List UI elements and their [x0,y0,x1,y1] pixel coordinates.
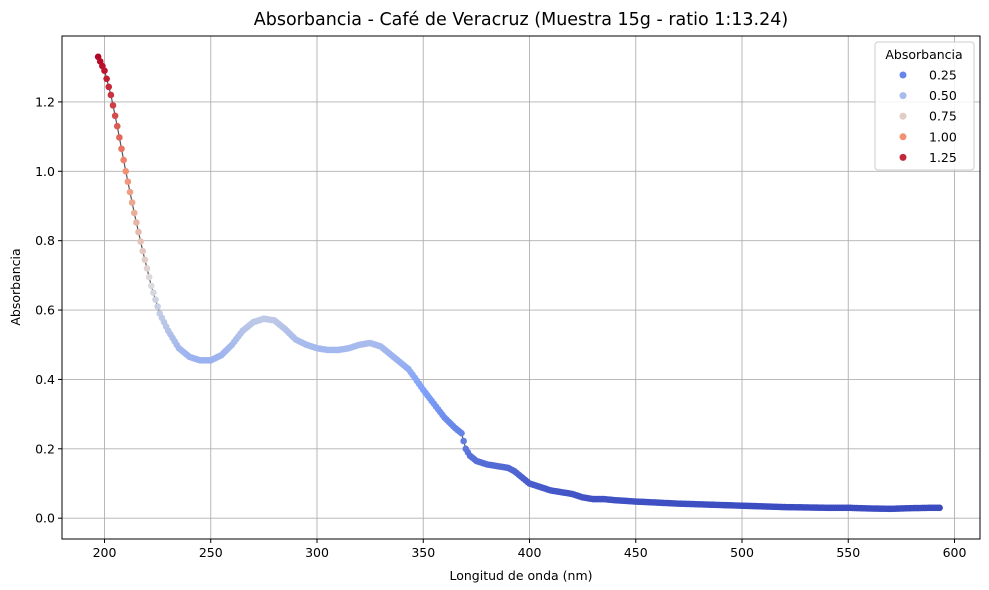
y-tick-label-3: 0.6 [35,303,55,318]
data-point [137,238,144,245]
data-point [130,209,138,217]
x-axis-ticks: 200 250 300 350 400 450 500 550 600 [93,539,967,560]
legend-label-3: 1.00 [929,129,957,144]
legend-marker-4 [899,153,907,161]
data-point [109,102,117,109]
data-point [111,112,119,120]
y-tick-label-1: 0.2 [35,441,55,456]
data-point [145,273,153,281]
data-point [118,145,125,153]
legend-label-0: 0.25 [929,68,957,83]
data-point [103,75,110,83]
data-point [105,83,113,91]
legend-entries: 0.25 0.50 0.75 1.00 1.25 [899,68,957,165]
x-tick-label-0: 200 [93,545,117,560]
data-point [126,188,134,196]
data-point [150,289,157,297]
y-axis-ticks: 0.0 0.2 0.4 0.6 0.8 1.0 1.2 [35,94,62,526]
y-tick-label-2: 0.4 [35,372,55,387]
data-point [133,219,140,226]
data-point [154,303,161,310]
y-tick-label-4: 0.8 [35,233,55,248]
x-tick-label-3: 350 [411,545,435,560]
x-tick-label-7: 550 [836,545,860,560]
data-point [124,178,132,185]
legend-marker-1 [899,92,907,100]
legend-title: Absorbancia [885,47,962,62]
x-axis-label: Longitud de onda (nm) [449,568,592,583]
data-point [122,167,130,175]
data-point [936,504,943,512]
legend-marker-0 [899,71,907,79]
data-point [141,256,149,264]
x-tick-label-2: 300 [305,545,329,560]
spectrum-line [97,56,940,510]
data-point [113,122,121,130]
data-point [107,91,115,99]
data-point [152,296,159,303]
x-tick-label-4: 400 [518,545,542,560]
x-tick-label-6: 500 [730,545,754,560]
legend-marker-3 [899,133,907,141]
chart-title: Absorbancia - Café de Veracruz (Muestra … [254,10,788,30]
data-point [135,228,142,236]
data-line [97,56,940,510]
data-point [116,134,123,141]
plot-area-frame [61,35,981,540]
x-tick-label-1: 250 [199,545,223,560]
legend: Absorbancia 0.25 0.50 0.75 1.00 1.25 [874,41,975,171]
legend-label-4: 1.25 [929,150,957,165]
data-point [128,199,136,206]
data-point [139,247,147,255]
data-points [94,53,943,513]
legend-label-2: 0.75 [929,109,957,124]
data-point [458,429,465,437]
data-point [143,265,151,272]
legend-marker-2 [899,112,907,120]
y-tick-label-5: 1.0 [35,164,55,179]
x-tick-label-5: 450 [624,545,648,560]
data-point [147,282,155,290]
data-point [101,67,108,74]
data-point [460,437,467,445]
legend-label-1: 0.50 [929,88,957,103]
x-tick-label-8: 600 [943,545,967,560]
y-tick-label-6: 1.2 [35,94,55,109]
y-axis-label: Absorbancia [8,248,23,325]
grid-lines [62,36,980,539]
y-tick-label-0: 0.0 [35,511,55,526]
data-point [120,156,127,164]
